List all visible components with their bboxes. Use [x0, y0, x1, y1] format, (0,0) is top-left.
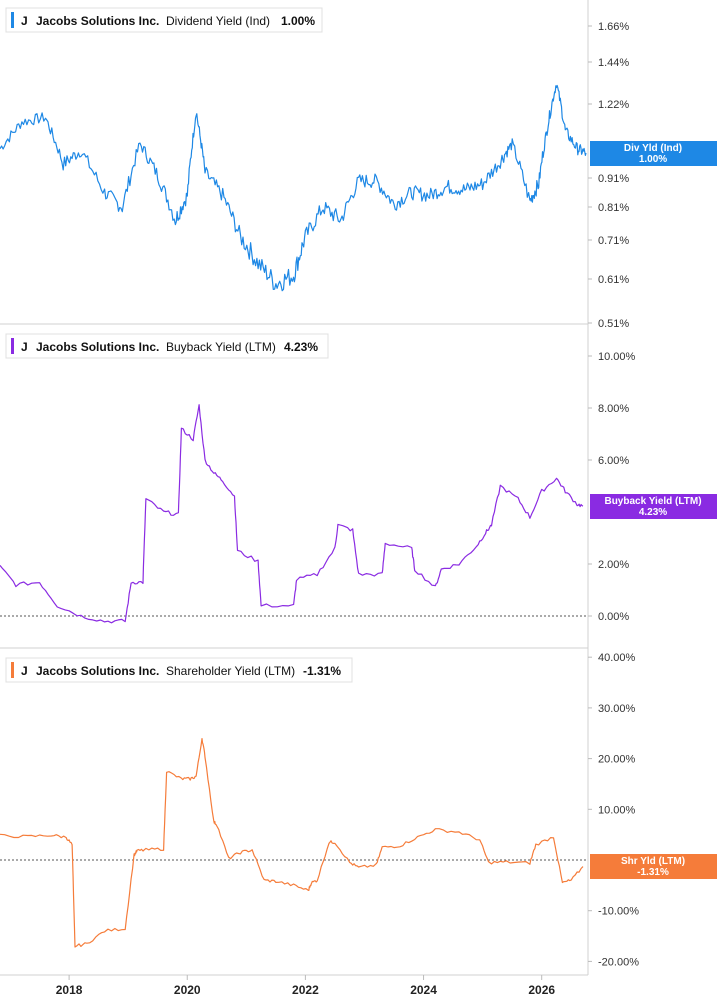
legend-shareholder-swatch: [11, 662, 14, 678]
dividend-y-tick-label: 1.22%: [598, 99, 629, 111]
x-tick-label: 2018: [56, 983, 83, 997]
dividend-y-tick-label: 0.51%: [598, 318, 629, 330]
legend-buyback-swatch: [11, 338, 14, 354]
buyback-y-tick-label: 8.00%: [598, 403, 629, 415]
legend-shareholder-value: -1.31%: [303, 664, 341, 678]
shareholder-series-line: [0, 738, 584, 948]
x-tick-label: 2024: [410, 983, 437, 997]
shareholder-y-tick-label: 10.00%: [598, 804, 636, 816]
legend-shareholder-metric: Shareholder Yield (LTM): [166, 664, 295, 678]
shareholder-y-tick-label: -20.00%: [598, 956, 639, 968]
buyback-y-tick-label: 0.00%: [598, 611, 629, 623]
x-tick-label: 2022: [292, 983, 319, 997]
legend-dividend: J Jacobs Solutions Inc. Dividend Yield (…: [5, 7, 323, 33]
legend-shareholder-company: Jacobs Solutions Inc.: [36, 664, 159, 678]
legend-dividend-metric: Dividend Yield (Ind): [166, 14, 270, 28]
dividend-end-tag-bg: [590, 141, 717, 166]
buyback-end-tag-label: Buyback Yield (LTM): [604, 496, 701, 507]
legend-buyback-symbol: J: [21, 340, 28, 354]
dividend-y-tick-label: 0.81%: [598, 202, 629, 214]
shareholder-end-tag-value: -1.31%: [637, 867, 669, 878]
legend-dividend-value: 1.00%: [281, 14, 315, 28]
legend-dividend-company: Jacobs Solutions Inc.: [36, 14, 159, 28]
buyback-y-tick-label: 10.00%: [598, 351, 636, 363]
dividend-end-tag-value: 1.00%: [639, 154, 667, 165]
x-tick-label: 2020: [174, 983, 201, 997]
legend-buyback: J Jacobs Solutions Inc. Buyback Yield (L…: [5, 333, 329, 359]
shareholder-end-tag: Shr Yld (LTM)-1.31%: [590, 854, 717, 879]
dividend-y-tick-label: 1.66%: [598, 21, 629, 33]
legend-shareholder: J Jacobs Solutions Inc. Shareholder Yiel…: [5, 657, 353, 683]
dividend-series-line: [0, 84, 587, 292]
legend-dividend-symbol: J: [21, 14, 28, 28]
shareholder-y-tick-label: 20.00%: [598, 754, 636, 766]
dividend-end-tag: Div Yld (Ind)1.00%: [590, 141, 717, 166]
x-tick-label: 2026: [528, 983, 555, 997]
legend-shareholder-symbol: J: [21, 664, 28, 678]
dividend-y-tick-label: 1.44%: [598, 57, 629, 69]
buyback-end-tag: Buyback Yield (LTM)4.23%: [590, 494, 717, 519]
shareholder-y-tick-label: 30.00%: [598, 703, 636, 715]
legend-dividend-swatch: [11, 12, 14, 28]
buyback-end-tag-bg: [590, 494, 717, 519]
shareholder-end-tag-bg: [590, 854, 717, 879]
dividend-y-tick-label: 0.71%: [598, 235, 629, 247]
dividend-y-tick-label: 0.61%: [598, 274, 629, 286]
shareholder-y-tick-label: -10.00%: [598, 906, 639, 918]
buyback-y-tick-label: 2.00%: [598, 559, 629, 571]
shareholder-y-tick-label: 40.00%: [598, 652, 636, 664]
legend-buyback-value: 4.23%: [284, 340, 318, 354]
legend-buyback-company: Jacobs Solutions Inc.: [36, 340, 159, 354]
buyback-y-tick-label: 6.00%: [598, 455, 629, 467]
buyback-end-tag-value: 4.23%: [639, 507, 667, 518]
shareholder-end-tag-label: Shr Yld (LTM): [621, 856, 685, 867]
legend-buyback-metric: Buyback Yield (LTM): [166, 340, 276, 354]
dividend-end-tag-label: Div Yld (Ind): [624, 143, 682, 154]
buyback-series-line: [0, 404, 584, 624]
dividend-y-tick-label: 0.91%: [598, 173, 629, 185]
